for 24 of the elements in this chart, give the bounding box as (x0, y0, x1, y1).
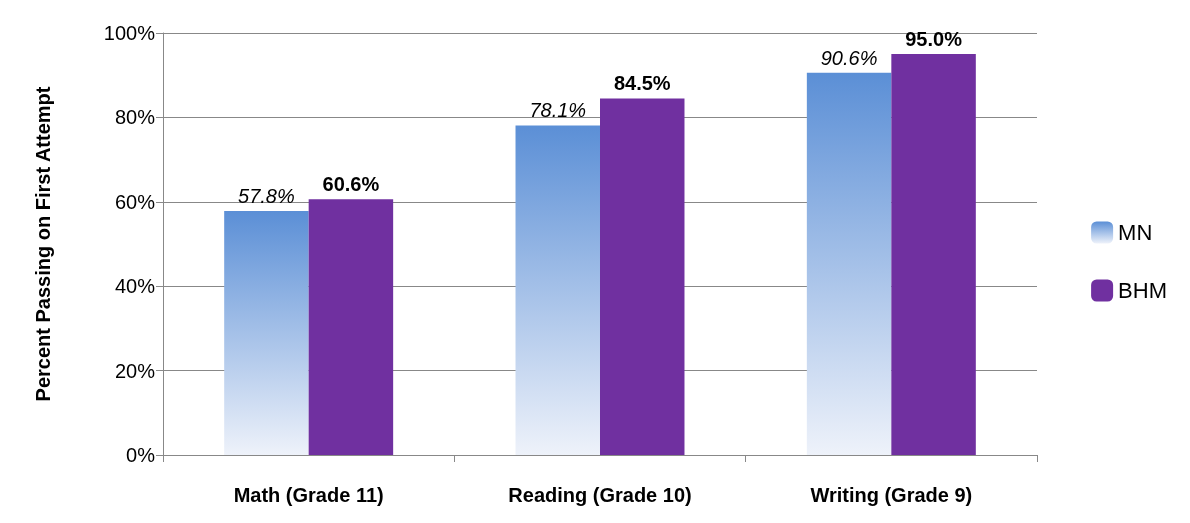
bar (806, 72, 892, 455)
data-label: 78.1% (529, 99, 587, 122)
y-tick-label: 0% (126, 444, 156, 466)
y-tick-label: 20% (114, 359, 156, 382)
bar (224, 211, 309, 455)
legend-label: BHM (1118, 278, 1167, 303)
y-tick-label: 60% (114, 190, 156, 213)
data-label: 95.0% (905, 28, 963, 51)
y-tick-label: 40% (114, 275, 156, 298)
x-tick-label: Writing (Grade 9) (810, 484, 973, 506)
bar (515, 125, 600, 455)
bar (308, 199, 394, 455)
data-label: 84.5% (613, 72, 671, 95)
data-label: 57.8% (238, 185, 295, 208)
data-label: 90.6% (820, 46, 878, 69)
bar (891, 54, 976, 455)
y-tick-label: 100% (103, 22, 156, 44)
x-tick-label: Reading (Grade 10) (508, 484, 692, 506)
y-axis-title: Percent Passing on First Attempt (32, 86, 54, 402)
bar (600, 98, 685, 455)
x-tick-label: Math (Grade 11) (233, 484, 384, 506)
legend-label: MN (1118, 220, 1153, 245)
y-tick-label: 80% (114, 106, 156, 129)
data-label: 60.6% (322, 173, 380, 196)
